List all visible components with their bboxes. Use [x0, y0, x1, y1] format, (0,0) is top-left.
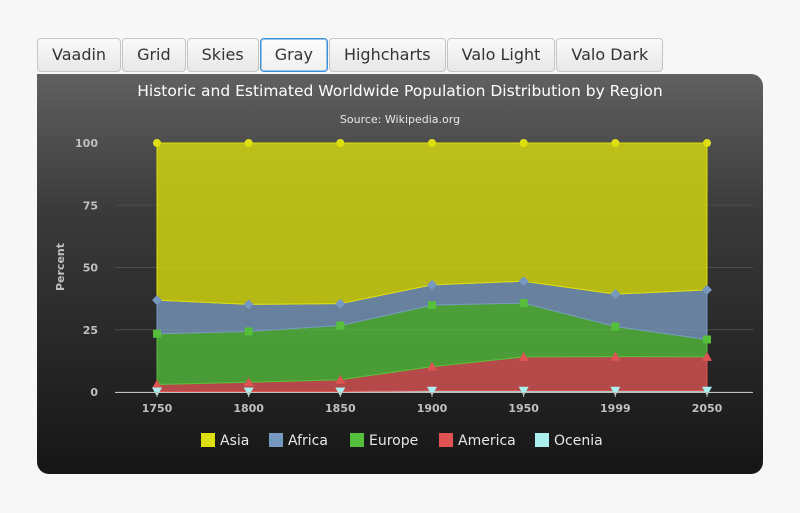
legend-swatch-europe: [350, 433, 364, 447]
legend-label-asia[interactable]: Asia: [220, 433, 249, 449]
y-tick-label: 50: [83, 262, 99, 275]
legend-label-africa[interactable]: Africa: [288, 433, 328, 449]
tab-skies[interactable]: Skies: [186, 38, 259, 72]
tab-highcharts[interactable]: Highcharts: [328, 38, 446, 72]
marker-ocenia: [610, 386, 621, 396]
chart-subtitle: Source: Wikipedia.org: [340, 113, 460, 126]
theme-tabs: Vaadin Grid Skies Gray Highcharts Valo L…: [37, 38, 664, 74]
marker-europe: [336, 321, 345, 330]
x-tick-label: 1850: [325, 402, 356, 415]
marker-ocenia: [702, 386, 712, 396]
marker-america: [152, 379, 162, 389]
marker-africa: [518, 276, 529, 287]
marker-africa: [335, 298, 346, 309]
marker-ocenia: [518, 386, 529, 396]
chart-title: Historic and Estimated Worldwide Populat…: [137, 82, 662, 100]
marker-europe: [244, 327, 253, 336]
marker-america: [427, 361, 437, 371]
legend: Asia Africa Europe America Ocenia: [201, 433, 603, 449]
legend-swatch-asia: [201, 433, 215, 447]
marker-africa: [427, 279, 437, 290]
legend-label-america[interactable]: America: [458, 433, 516, 449]
x-tick-label: 1900: [417, 402, 448, 415]
legend-swatch-america: [439, 433, 453, 447]
marker-ocenia: [427, 386, 437, 396]
tab-vaadin[interactable]: Vaadin: [37, 38, 122, 72]
y-tick-label: 75: [83, 199, 98, 212]
chart-panel: Historic and Estimated Worldwide Populat…: [37, 74, 763, 474]
marker-layer: [152, 139, 712, 397]
marker-africa: [243, 299, 254, 310]
x-tick-label: 1800: [233, 402, 264, 415]
x-tick-label: 1750: [142, 402, 173, 415]
y-tick-label: 25: [83, 324, 98, 337]
marker-africa: [702, 284, 712, 295]
marker-asia: [153, 139, 161, 147]
marker-europe: [703, 335, 711, 344]
marker-europe: [153, 329, 161, 338]
marker-europe: [519, 299, 528, 308]
marker-asia: [519, 139, 528, 147]
marker-europe: [428, 301, 436, 310]
tab-valo-light[interactable]: Valo Light: [446, 38, 556, 72]
y-tick-label: 100: [75, 137, 98, 150]
marker-africa: [152, 295, 162, 306]
area-layer: [156, 142, 708, 393]
tab-gray[interactable]: Gray: [259, 38, 328, 72]
population-area-chart: Historic and Estimated Worldwide Populat…: [54, 82, 753, 449]
tab-grid[interactable]: Grid: [122, 38, 186, 72]
marker-asia: [428, 139, 436, 147]
marker-america: [518, 351, 529, 361]
axis-layer: 0 25 50 75 100 1750 1800 1850 1900 1950 1999 2050: [75, 137, 753, 415]
legend-label-europe[interactable]: Europe: [369, 433, 418, 449]
tab-valo-dark[interactable]: Valo Dark: [556, 38, 664, 72]
marker-america: [243, 377, 254, 387]
legend-label-ocenia[interactable]: Ocenia: [554, 433, 603, 449]
marker-america: [335, 374, 346, 384]
marker-africa: [610, 289, 621, 300]
x-tick-label: 1999: [600, 402, 631, 415]
x-tick-label: 1950: [508, 402, 539, 415]
legend-swatch-africa: [269, 433, 283, 447]
marker-asia: [611, 139, 620, 147]
marker-asia: [703, 139, 711, 147]
y-axis-label: Percent: [54, 243, 67, 291]
y-tick-label: 0: [90, 386, 98, 399]
marker-asia: [336, 139, 345, 147]
legend-swatch-ocenia: [535, 433, 549, 447]
marker-europe: [611, 322, 620, 331]
marker-america: [702, 351, 712, 361]
marker-asia: [244, 139, 253, 147]
marker-america: [610, 351, 621, 361]
x-tick-label: 2050: [692, 402, 723, 415]
